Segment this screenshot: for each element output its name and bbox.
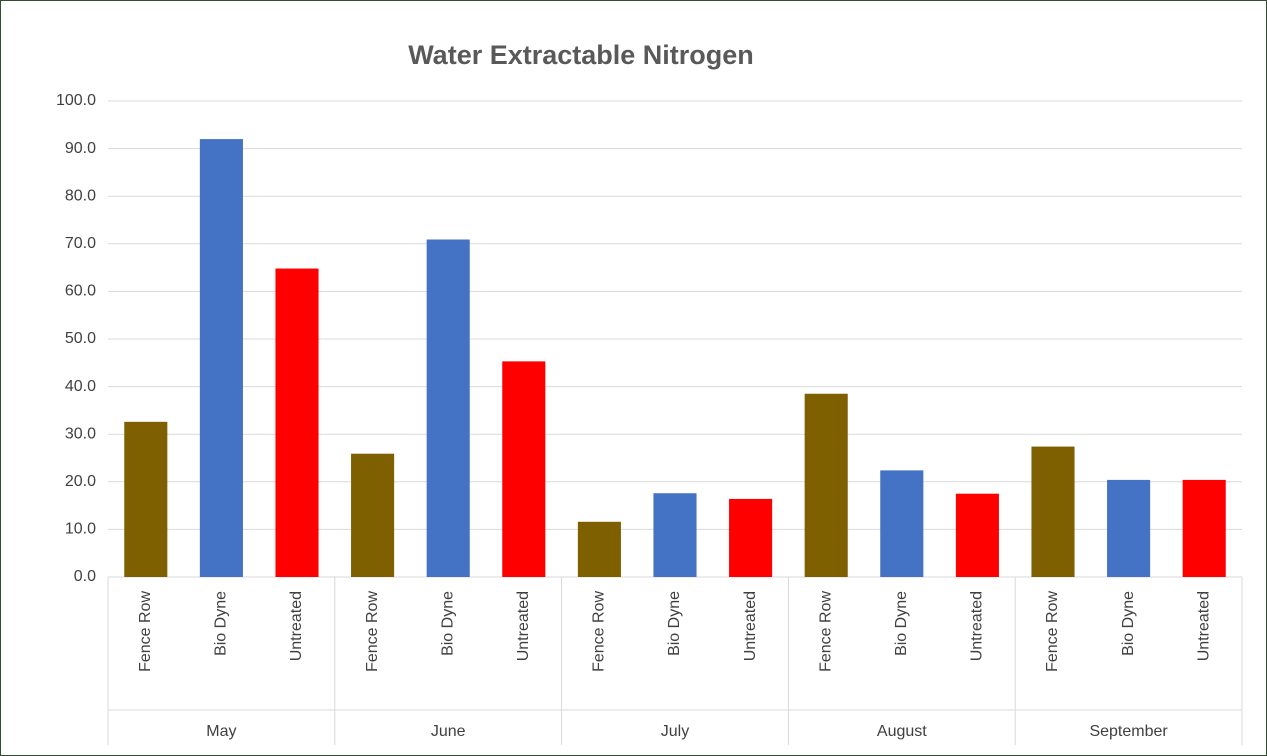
x-tick-label: Untreated <box>515 591 532 661</box>
x-group-label: September <box>1089 723 1168 740</box>
y-tick-label: 80.0 <box>65 187 96 204</box>
x-tick-label: Bio Dyne <box>213 591 230 656</box>
x-tick-label: Untreated <box>288 591 305 661</box>
y-tick-label: 0.0 <box>74 568 96 585</box>
y-tick-label: 50.0 <box>65 330 96 347</box>
x-group-label: August <box>877 723 927 740</box>
x-tick-label: Untreated <box>742 591 759 661</box>
bar <box>653 493 697 577</box>
x-tick-label: Bio Dyne <box>439 591 456 656</box>
bar <box>502 361 546 577</box>
y-tick-label: 60.0 <box>65 283 96 300</box>
x-tick-label: Bio Dyne <box>666 591 683 656</box>
y-tick-label: 10.0 <box>65 521 96 538</box>
x-tick-label: Fence Row <box>817 591 834 672</box>
bar <box>199 139 243 577</box>
x-tick-label: Fence Row <box>137 591 154 672</box>
y-tick-label: 20.0 <box>65 473 96 490</box>
bar <box>275 268 319 577</box>
bar <box>1107 479 1151 577</box>
y-tick-label: 100.0 <box>56 92 96 109</box>
bar <box>124 421 168 577</box>
x-tick-label: Fence Row <box>364 591 381 672</box>
x-tick-label: Fence Row <box>1044 591 1061 672</box>
chart-title: Water Extractable Nitrogen <box>408 40 754 70</box>
bar <box>1182 479 1226 577</box>
bar <box>880 470 924 577</box>
x-tick-label: Fence Row <box>591 591 608 672</box>
y-tick-label: 90.0 <box>65 140 96 157</box>
y-tick-label: 30.0 <box>65 425 96 442</box>
x-group-label: May <box>206 723 236 740</box>
x-tick-label: Untreated <box>1195 591 1212 661</box>
x-tick-label: Bio Dyne <box>893 591 910 656</box>
bar <box>577 521 621 577</box>
x-tick-label: Untreated <box>969 591 986 661</box>
x-tick-label: Bio Dyne <box>1120 591 1137 656</box>
x-group-label: June <box>431 723 466 740</box>
x-group-label: July <box>661 723 689 740</box>
y-tick-label: 70.0 <box>65 235 96 252</box>
bar <box>351 453 395 577</box>
bar <box>955 493 999 577</box>
bar <box>1031 446 1075 577</box>
y-tick-label: 40.0 <box>65 378 96 395</box>
bar <box>804 393 848 577</box>
bar <box>729 498 773 577</box>
bar <box>426 239 470 578</box>
